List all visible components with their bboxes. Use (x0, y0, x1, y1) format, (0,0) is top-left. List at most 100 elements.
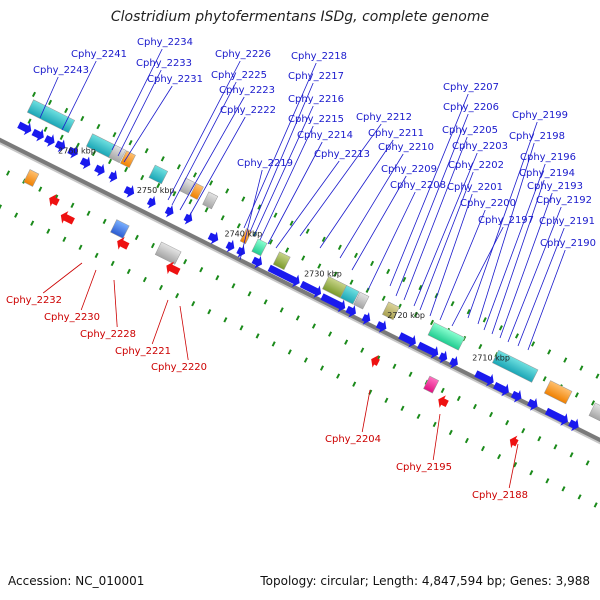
forward-label-connector (413, 152, 478, 307)
tick-dot-inner (392, 363, 397, 369)
forward-label-connector (275, 160, 340, 249)
forward-gene-arrow (568, 418, 579, 432)
forward-gene-label: Cphy_2234 (137, 37, 193, 48)
accession-text: Accession: NC_010001 (8, 574, 145, 588)
tick-dot-outer (176, 164, 181, 170)
forward-gene-arrow (67, 145, 78, 159)
tick-dot-outer (209, 180, 214, 186)
forward-label-connector (339, 153, 404, 259)
tick-dot-inner (108, 158, 113, 165)
tick-dot-inner (231, 283, 236, 289)
forward-gene-label: Cphy_2211 (368, 128, 424, 139)
forward-label-connector (267, 141, 323, 245)
tick-dot-inner (478, 343, 483, 350)
forward-gene-label: Cphy_2241 (71, 49, 127, 60)
forward-gene-arrow (474, 370, 494, 387)
forward-gene-label: Cphy_2222 (220, 105, 276, 116)
tick-dot-inner (408, 371, 413, 378)
forward-label-connector (395, 113, 469, 297)
gene-feature-box (119, 150, 136, 169)
scale-label: 2710 kbp (472, 353, 510, 362)
tick-dot-inner (38, 186, 43, 192)
tick-dot-inner (236, 223, 241, 229)
forward-gene-arrow (44, 134, 55, 147)
reverse-gene-arrow (371, 355, 380, 368)
tick-dot-inner (553, 444, 558, 450)
gene-feature-box (423, 375, 440, 394)
gene-feature-box (339, 285, 360, 305)
forward-gene-arrow (493, 381, 509, 397)
axis-shadow (0, 137, 600, 445)
tick-dot-outer (255, 333, 260, 339)
gene-feature-box (202, 191, 219, 210)
tick-dot-outer (480, 445, 486, 452)
tick-dot-outer (498, 325, 503, 331)
tick-dot-inner (429, 319, 435, 326)
forward-gene-arrow (267, 264, 300, 288)
forward-label-connector (439, 209, 486, 321)
gene-feature-box (23, 169, 40, 187)
forward-label-connector (171, 81, 237, 206)
reverse-gene-label: Cphy_2221 (115, 346, 171, 357)
forward-label-connector (517, 227, 565, 347)
tick-dot-inner (333, 271, 338, 277)
tick-dot-outer (62, 236, 67, 242)
reverse-label-connector (113, 279, 118, 328)
forward-gene-label: Cphy_2194 (519, 168, 575, 179)
tick-dot-inner (150, 242, 155, 249)
gene-feature-box (272, 251, 291, 271)
tick-dot-outer (386, 268, 391, 275)
tick-dot-inner (285, 247, 290, 253)
tick-dot-inner (188, 199, 193, 205)
tick-dot-outer (158, 284, 164, 291)
tick-dot-inner (6, 170, 11, 176)
forward-label-connector (111, 48, 163, 151)
tick-dot-outer (370, 260, 375, 267)
forward-gene-label: Cphy_2233 (136, 58, 192, 69)
tick-dot-inner (86, 210, 91, 217)
tick-dot-inner (263, 299, 268, 305)
tick-dot-outer (547, 349, 552, 355)
tick-dot-inner (156, 182, 161, 189)
forward-gene-arrow (320, 293, 346, 313)
forward-label-connector (467, 121, 538, 319)
forward-gene-label: Cphy_2214 (297, 130, 353, 141)
forward-gene-label: Cphy_2231 (147, 74, 203, 85)
tick-dot-outer (225, 188, 230, 194)
gene-feature-box (110, 219, 130, 239)
tick-dot-inner (381, 295, 386, 301)
tick-dot-inner (140, 174, 145, 181)
tick-dot-inner (59, 134, 64, 140)
tick-dot-inner (456, 395, 461, 402)
tick-dot-inner (91, 150, 96, 157)
tick-dot-inner (413, 311, 418, 318)
reverse-gene-label: Cphy_2220 (151, 362, 207, 373)
forward-gene-label: Cphy_2208 (390, 180, 446, 191)
tick-dot-outer (595, 373, 600, 379)
tick-dot-inner (268, 239, 274, 245)
forward-label-connector (403, 136, 468, 301)
tick-dot-inner (220, 215, 225, 221)
tick-dot-outer (319, 365, 325, 371)
forward-gene-arrow (108, 169, 118, 183)
forward-label-connector (239, 169, 263, 261)
scale-label: 2740 kbp (225, 230, 263, 239)
tick-dot-outer (400, 405, 405, 412)
forward-label-connector (367, 191, 416, 291)
forward-label-connector (451, 226, 504, 327)
tick-dot-outer (31, 91, 37, 98)
forward-label-connector (243, 62, 317, 229)
forward-gene-arrow (417, 341, 439, 359)
tick-dot-outer (96, 123, 101, 130)
tick-dot-outer (321, 236, 326, 242)
forward-label-connector (299, 123, 382, 237)
tick-dot-outer (337, 244, 342, 251)
tick-dot-outer (192, 172, 197, 178)
tick-dot-outer (30, 220, 35, 226)
scale-label: 2760 kbp (58, 146, 96, 155)
tick-dot-outer (207, 309, 212, 315)
tick-dot-inner (360, 347, 365, 353)
forward-gene-arrow (17, 121, 32, 136)
forward-gene-arrow (251, 255, 263, 269)
forward-gene-arrow (398, 332, 416, 348)
